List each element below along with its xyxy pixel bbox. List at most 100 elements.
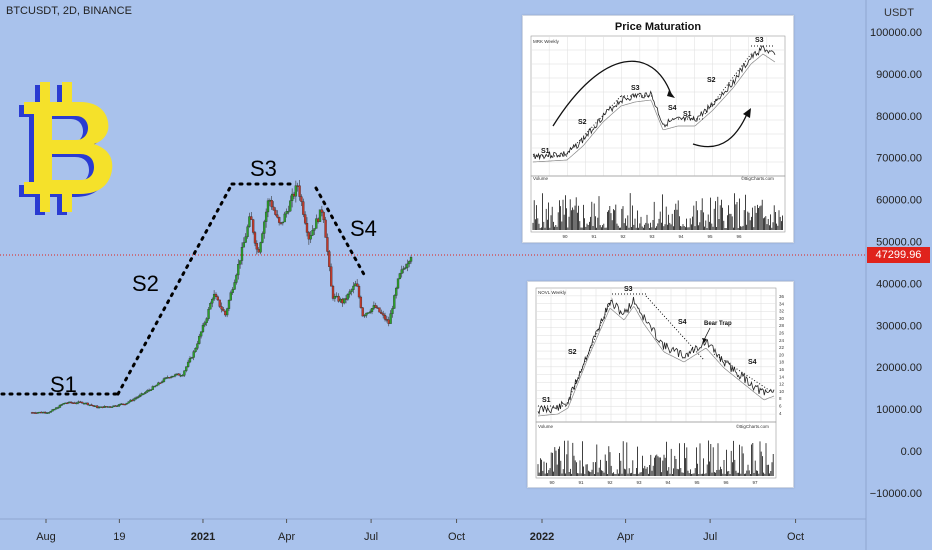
candle-body [229, 292, 232, 301]
candle-body [160, 381, 164, 383]
time-tick-label: Jul [364, 531, 378, 543]
candle-body [95, 405, 99, 408]
candle-body [142, 393, 145, 395]
candle-body [97, 406, 101, 409]
candle-body [203, 322, 206, 326]
candle-body [216, 296, 219, 301]
candle-body [396, 278, 400, 289]
candle-body [313, 228, 316, 231]
candle-body [409, 257, 413, 262]
candle-body [290, 193, 294, 201]
candle-body [92, 405, 95, 407]
candle-body [185, 366, 188, 371]
novl-x-label: 94 [665, 480, 671, 485]
novl-x-label: 97 [752, 480, 758, 485]
candle-body [391, 308, 394, 314]
candle-body [175, 373, 179, 375]
time-tick-label: Oct [787, 531, 804, 543]
candle-body [263, 221, 266, 234]
candle-body [190, 357, 193, 359]
candle-body [90, 404, 93, 406]
novl-volume-bars [537, 440, 774, 476]
bear-trap-annotation: Bear Trap [704, 321, 732, 327]
time-tick-label: Jul [703, 531, 717, 543]
candle-body [294, 185, 298, 197]
novl-price-tick: 24 [779, 338, 785, 343]
candle-body [103, 406, 106, 408]
candle-body [101, 406, 104, 408]
novl-stage-s4b: S4 [748, 359, 757, 366]
candle-body [261, 233, 264, 243]
candle-body [346, 293, 350, 300]
candle-body [38, 411, 41, 414]
candle-body [183, 370, 186, 376]
candle-body [155, 384, 158, 387]
candle-body [62, 402, 65, 405]
candle-body [211, 298, 214, 304]
candle-body [374, 305, 377, 308]
stage-s1-label: S1 [50, 372, 77, 397]
candle-body [330, 266, 333, 287]
candle-body [94, 405, 97, 408]
candle-body [395, 287, 398, 296]
candle-body [56, 407, 60, 409]
candle-body [302, 201, 305, 215]
candle-body [162, 378, 166, 382]
mrk-x-label: 91 [591, 234, 597, 239]
last-price-tag: 47299.96 [867, 247, 930, 263]
candle-body [107, 406, 110, 408]
novl-price-line [537, 296, 775, 415]
mrk-stage-s2: S2 [578, 119, 587, 126]
mrk-x-label: 95 [707, 234, 713, 239]
candle-body [47, 412, 50, 414]
candle-body [194, 348, 197, 352]
price-tick-label: −10000.00 [870, 488, 922, 500]
candle-body [305, 223, 309, 233]
mrk-header: MRK Weekly [533, 39, 560, 44]
mrk-x-label: 94 [678, 234, 684, 239]
candle-body [79, 401, 82, 403]
candle-body [350, 289, 353, 292]
novl-price-tick: 22 [779, 345, 785, 350]
candle-body [357, 286, 361, 298]
candle-body [153, 385, 156, 388]
candle-body [276, 214, 279, 218]
candle-body [222, 308, 225, 312]
candle-body [136, 396, 140, 399]
candle-body [170, 376, 173, 378]
candle-body [404, 267, 407, 269]
candle-body [146, 390, 149, 393]
candle-body [43, 411, 47, 414]
novl-x-label: 90 [549, 480, 555, 485]
novl-x-label: 93 [636, 480, 642, 485]
candle-body [30, 412, 34, 414]
stage-s2-label: S2 [132, 271, 159, 296]
mrk-volume-bars [532, 193, 784, 230]
time-tick-label: Aug [36, 531, 56, 543]
novl-inset: NOVL Weekly 36 34 32 30 28 26 24 22 20 18 16 14 12 10… [527, 281, 794, 488]
candle-body [36, 412, 39, 414]
candle-body [335, 295, 338, 298]
time-tick-label: 2021 [191, 531, 215, 543]
novl-price-tick: 36 [779, 294, 785, 299]
mrk-stage-s4: S4 [668, 105, 677, 112]
candle-body [205, 318, 208, 323]
candle-body [88, 404, 91, 406]
candle-body [331, 286, 335, 299]
candle-body [279, 222, 283, 224]
candle-body [296, 185, 299, 187]
novl-stage-s4: S4 [678, 319, 687, 326]
candle-body [251, 219, 255, 233]
candle-body [179, 375, 182, 377]
candle-body [66, 402, 69, 405]
mrk-price-line [532, 45, 776, 161]
candle-body [402, 268, 405, 270]
candle-body [81, 401, 84, 404]
stage-s4-label: S4 [350, 216, 377, 241]
price-tick-label: 40000.00 [876, 278, 922, 290]
candle-body [333, 296, 337, 299]
candle-body [242, 242, 245, 248]
mrk-moving-average [532, 53, 776, 163]
candle-body [181, 375, 184, 377]
novl-chart: NOVL Weekly 36 34 32 30 28 26 24 22 20 18 16 14 12 10… [535, 286, 785, 485]
